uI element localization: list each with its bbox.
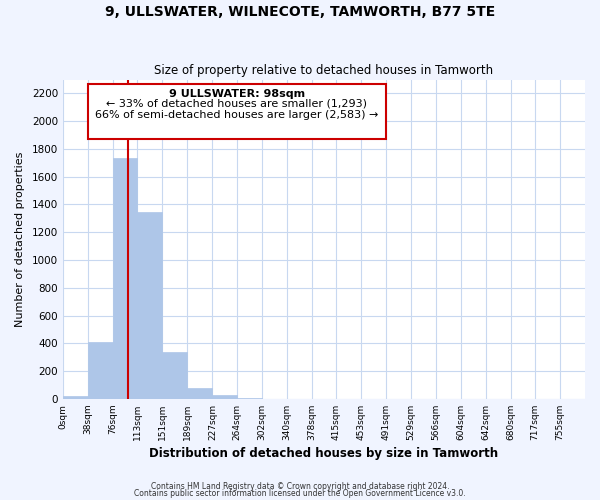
Bar	[212, 396, 237, 399]
Y-axis label: Number of detached properties: Number of detached properties	[15, 152, 25, 327]
Text: ← 33% of detached houses are smaller (1,293): ← 33% of detached houses are smaller (1,…	[106, 99, 367, 109]
Bar	[113, 158, 137, 399]
Text: 9 ULLSWATER: 98sqm: 9 ULLSWATER: 98sqm	[169, 90, 305, 100]
Text: 9, ULLSWATER, WILNECOTE, TAMWORTH, B77 5TE: 9, ULLSWATER, WILNECOTE, TAMWORTH, B77 5…	[105, 5, 495, 19]
X-axis label: Distribution of detached houses by size in Tamworth: Distribution of detached houses by size …	[149, 447, 499, 460]
Title: Size of property relative to detached houses in Tamworth: Size of property relative to detached ho…	[154, 64, 494, 77]
Bar	[187, 388, 212, 399]
Bar	[88, 342, 113, 399]
Bar	[237, 398, 262, 399]
Text: 66% of semi-detached houses are larger (2,583) →: 66% of semi-detached houses are larger (…	[95, 110, 379, 120]
Text: Contains HM Land Registry data © Crown copyright and database right 2024.: Contains HM Land Registry data © Crown c…	[151, 482, 449, 491]
Bar	[163, 352, 187, 399]
Bar	[63, 396, 88, 399]
Bar	[137, 212, 163, 399]
Text: Contains public sector information licensed under the Open Government Licence v3: Contains public sector information licen…	[134, 489, 466, 498]
FancyBboxPatch shape	[88, 84, 386, 139]
